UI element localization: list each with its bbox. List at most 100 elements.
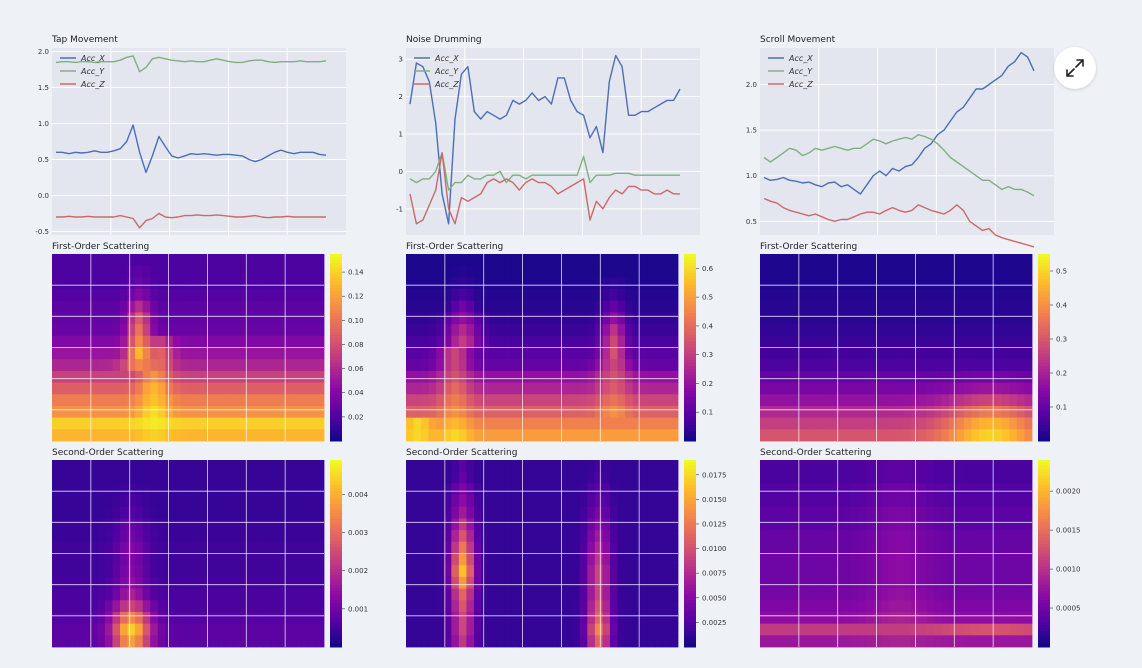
chart-7-cell-r14-c13 [150,623,159,636]
chart-7-cell-r8-c11 [135,553,144,566]
chart-7-cell-r11-c32 [293,588,302,601]
chart-7-cell-r7-c19 [195,541,204,554]
chart-9-cell-r2-c9 [828,483,836,496]
chart-4-cell-r6-c32 [293,324,302,337]
chart-7-cell-r14-c1 [59,623,68,636]
chart-4-cell-r8-c9 [120,347,128,360]
chart-7-cell-r4-c27 [256,506,264,519]
chart-8-cell-r10-c8 [466,576,475,589]
chart-9-cell-r14-c22 [926,623,935,636]
chart-6-cell-r0-c26 [956,254,965,267]
chart-7-cell-r12-c23 [225,600,234,613]
chart-9-cell-r7-c2 [775,541,784,554]
chart-7-cell-r15-c35 [316,635,325,648]
chart-7-cell-r15-c1 [59,635,68,648]
chart-6-colorbar-step-54 [1038,422,1050,426]
chart-8-cell-r7-c34 [662,541,671,554]
chart-7-cell-r2-c18 [188,483,196,496]
chart-7-colorbar-step-6 [330,478,342,483]
chart-5-cell-r5-c7 [458,312,467,325]
chart-8-cell-r4-c27 [610,506,618,519]
chart-8-cell-r1-c10 [481,471,490,484]
chart-6-cell-r14-c15 [873,417,882,430]
chart-7-colorbar-step-55 [330,631,342,636]
chart-7-cell-r15-c24 [233,635,242,648]
chart-4-colorbar-step-57 [330,431,342,436]
chart-6-cell-r7-c23 [933,335,942,348]
chart-4-cell-r10-c10 [127,370,136,383]
chart-9-colorbar-step-57 [1038,637,1050,642]
chart-9-cell-r2-c7 [812,483,821,496]
chart-8-cell-r5-c35 [670,518,679,531]
chart-6-cell-r12-c12 [850,394,859,407]
chart-7-cell-r7-c1 [59,541,68,554]
chart-4-colorbar-step-41 [330,381,342,386]
chart-8-cell-r9-c1 [413,565,422,578]
chart-5-cell-r14-c11 [489,417,498,430]
chart-7-cell-r10-c19 [195,576,204,589]
chart-5-cell-r15-c32 [647,429,656,442]
chart-4-cell-r4-c28 [263,300,272,313]
chart-9-cell-r0-c19 [903,460,912,473]
chart-5-cell-r12-c16 [526,394,535,407]
chart-8-cell-r2-c3 [428,483,437,496]
chart-9-cell-r10-c1 [767,576,776,589]
chart-9-cell-r15-c7 [812,635,821,648]
chart-8-cell-r4-c22 [572,506,581,519]
chart-8-cell-r8-c18 [542,553,550,566]
chart-4-colorbar-step-17 [330,306,342,311]
chart-5-cell-r7-c0 [406,335,414,348]
chart-5-cell-r9-c5 [443,359,452,372]
chart-4-cell-r15-c19 [195,429,204,442]
chart-7-cell-r11-c3 [74,588,83,601]
chart-8-cell-r10-c9 [474,576,482,589]
chart-1-plot-area [52,48,346,235]
chart-4-cell-r9-c3 [74,359,83,372]
chart-9-cell-r5-c32 [1001,518,1010,531]
chart-8-cell-r15-c16 [526,635,535,648]
chart-7-cell-r9-c31 [286,565,295,578]
chart-5-cell-r13-c19 [549,405,558,419]
chart-4-cell-r5-c6 [97,312,106,325]
chart-9-cell-r8-c18 [896,553,904,566]
chart-8-cell-r7-c25 [594,541,603,554]
chart-4-colorbar-step-21 [330,319,342,324]
chart-7-colorbar-step-18 [330,516,342,520]
chart-8-cell-r1-c2 [421,471,430,484]
chart-8-colorbar-tick-0: 0.0175 [702,471,727,479]
chart-5-colorbar-step-7 [684,275,696,280]
chart-9-cell-r2-c24 [941,483,950,496]
chart-4-cell-r6-c34 [308,324,317,337]
chart-9-cell-r3-c12 [850,495,859,508]
chart-4-cell-r6-c17 [180,324,189,337]
chart-6-cell-r12-c28 [971,394,980,407]
chart-5-cell-r8-c30 [632,347,641,360]
chart-6-cell-r9-c34 [1016,359,1025,372]
chart-8-cell-r7-c4 [436,541,445,554]
chart-4-cell-r13-c17 [180,405,189,419]
chart-7-cell-r7-c18 [188,541,196,554]
chart-7-cell-r1-c3 [74,471,83,484]
chart-6-cell-r7-c14 [865,335,874,348]
chart-5-cell-r4-c4 [436,300,445,313]
chart-7-cell-r7-c17 [180,541,189,554]
chart-8-cell-r1-c15 [519,471,528,484]
chart-4-cell-r14-c8 [112,417,121,430]
chart-4-cell-r8-c8 [112,347,121,360]
chart-4-cell-r10-c1 [59,370,68,383]
chart-6-cell-r11-c18 [896,382,904,395]
chart-8-cell-r5-c16 [526,518,535,531]
chart-8-cell-r11-c29 [625,588,634,601]
chart-7-colorbar-step-38 [330,578,342,583]
chart-9-cell-r13-c16 [880,611,889,625]
chart-6-cell-r15-c14 [865,429,874,442]
expand-button[interactable] [1054,47,1096,89]
chart-6-cell-r3-c5 [797,289,806,302]
chart-5-colorbar-step-54 [684,422,696,426]
chart-8-colorbar-step-45 [684,600,696,604]
chart-6-colorbar-step-29 [1038,344,1050,348]
chart-9-cell-r8-c27 [964,553,972,566]
chart-4-cell-r10-c18 [188,370,196,383]
chart-6-cell-r9-c26 [956,359,965,372]
chart-9-cell-r15-c10 [835,635,844,648]
